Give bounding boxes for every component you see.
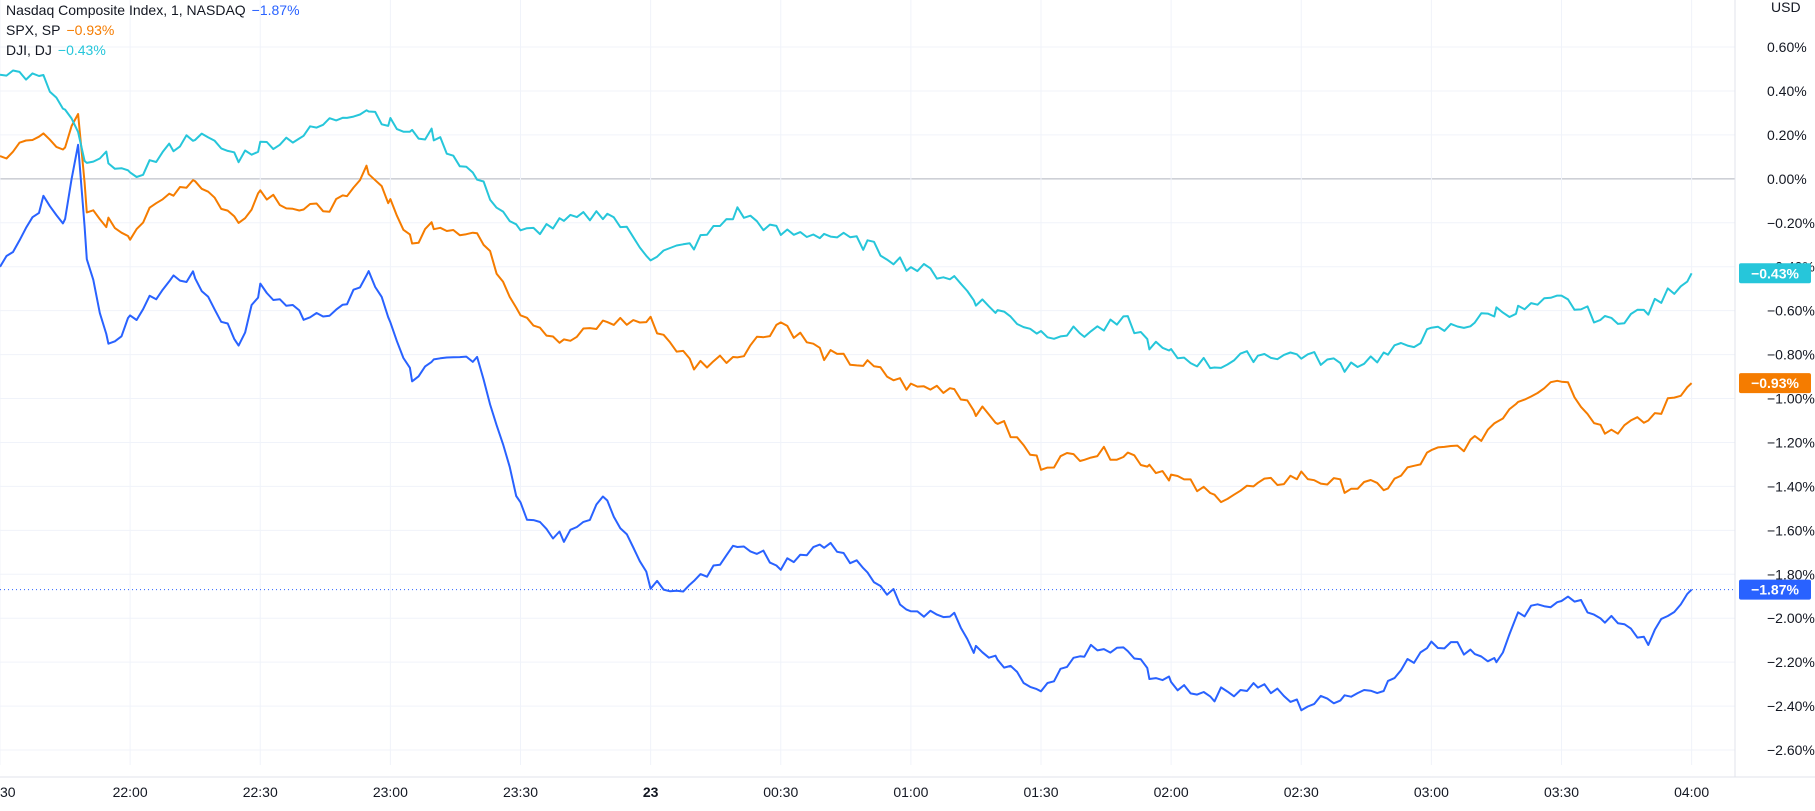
x-tick-label: 00:30 [763,784,798,800]
x-tick-label: 04:00 [1674,784,1709,800]
x-tick-label: 23 [643,784,659,800]
y-tick-label: 0.60% [1767,39,1807,55]
y-tick-label: −2.00% [1767,610,1815,626]
y-tick-label: 0.00% [1767,171,1807,187]
y-tick-label: −0.20% [1767,215,1815,231]
y-tick-label: −1.00% [1767,391,1815,407]
legend-series-change: −0.93% [66,22,115,38]
price-tags: −0.43% −0.93% −1.87% [1739,263,1811,600]
x-tick-label: 02:00 [1154,784,1189,800]
price-axis[interactable]: 0.60%0.40%0.20%0.00%−0.20%−0.40%−0.60%−0… [1767,0,1815,758]
x-tick-label: 23:30 [503,784,538,800]
x-tick-label: 22:30 [243,784,278,800]
x-tick-label: 22:00 [113,784,148,800]
legend-item-nasdaq[interactable]: Nasdaq Composite Index, 1, NASDAQ −1.87% [6,0,300,20]
currency-label: USD [1771,0,1801,15]
series-line-0 [0,143,1693,712]
y-tick-label: −2.60% [1767,742,1815,758]
time-axis[interactable]: 30 22:00 22:30 23:00 23:30 23 00:30 01:00 01:30 0… [0,784,1709,800]
x-tick-label: 03:30 [1544,784,1579,800]
y-tick-label: −0.80% [1767,347,1815,363]
series-line-2 [0,69,1693,373]
y-tick-label: −2.40% [1767,698,1815,714]
x-tick-label: 01:00 [893,784,928,800]
series-layer [0,69,1693,712]
price-tag-text: −0.93% [1751,375,1799,391]
y-tick-label: −0.60% [1767,303,1815,319]
chart-grid [0,0,1815,778]
legend-series-change: −0.43% [57,42,106,58]
x-tick-label: 03:00 [1414,784,1449,800]
y-tick-label: −1.80% [1767,566,1815,582]
y-tick-label: −1.60% [1767,522,1815,538]
y-tick-label: 0.40% [1767,83,1807,99]
price-tag-text: −0.43% [1751,265,1799,281]
x-tick-label: 23:00 [373,784,408,800]
price-tag [1739,373,1811,394]
legend: Nasdaq Composite Index, 1, NASDAQ −1.87% … [6,0,300,60]
price-tag [1739,579,1811,600]
legend-item-spx[interactable]: SPX, SP −0.93% [6,20,300,40]
price-tag-text: −1.87% [1751,582,1799,598]
y-tick-label: −2.20% [1767,654,1815,670]
legend-series-name: Nasdaq Composite Index, 1, NASDAQ [6,2,246,18]
y-tick-label: −1.40% [1767,478,1815,494]
x-tick-label: 02:30 [1284,784,1319,800]
y-tick-label: −1.20% [1767,434,1815,450]
legend-series-change: −1.87% [251,2,300,18]
y-tick-label: 0.20% [1767,127,1807,143]
legend-series-name: DJI, DJ [6,42,52,58]
legend-item-dji[interactable]: DJI, DJ −0.43% [6,40,300,60]
price-tag [1739,263,1811,284]
x-tick-label: 01:30 [1023,784,1058,800]
legend-series-name: SPX, SP [6,22,61,38]
series-line-1 [0,113,1693,504]
x-tick-label: 30 [0,784,16,800]
